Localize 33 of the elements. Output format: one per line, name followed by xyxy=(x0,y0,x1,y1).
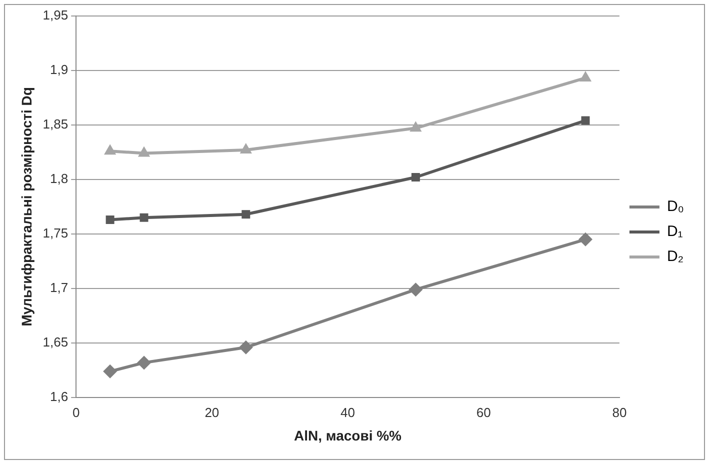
x-tick-label: 40 xyxy=(340,404,356,420)
y-tick-label: 1,85 xyxy=(42,116,68,132)
legend-label: D₀ xyxy=(666,198,684,216)
point xyxy=(138,146,150,157)
x-axis-title: AlN, масові %% xyxy=(294,427,402,444)
point xyxy=(104,144,116,155)
y-tick-label: 1,8 xyxy=(50,171,68,186)
x-tick-label: 0 xyxy=(72,404,80,420)
legend-label: D₁ xyxy=(666,223,683,240)
point xyxy=(579,70,592,82)
point xyxy=(140,213,148,222)
y-tick-label: 1,75 xyxy=(42,226,68,241)
point xyxy=(578,232,592,246)
x-tick-label: 80 xyxy=(612,404,627,420)
y-tick-label: 1,6 xyxy=(50,389,68,404)
legend-label: D₂ xyxy=(666,248,684,266)
point xyxy=(408,282,423,297)
point xyxy=(411,173,420,182)
point xyxy=(581,116,590,125)
y-tick-label: 1,7 xyxy=(50,280,68,296)
x-tick-label: 60 xyxy=(476,404,491,420)
x-tick-label: 20 xyxy=(204,404,220,420)
point xyxy=(240,142,252,154)
point xyxy=(410,121,422,132)
point xyxy=(238,340,253,354)
y-tick-label: 1,65 xyxy=(42,334,68,350)
y-tick-label: 1,9 xyxy=(50,62,68,77)
point xyxy=(103,364,118,378)
point xyxy=(106,216,114,224)
y-axis-title: Мультифрактальні розмірності Dq xyxy=(18,87,34,326)
point xyxy=(242,210,250,219)
point xyxy=(137,356,152,370)
y-tick-label: 1,95 xyxy=(42,7,68,22)
